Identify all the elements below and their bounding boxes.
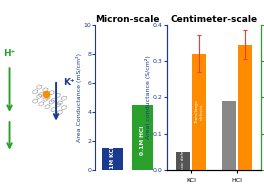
Text: Intrinsic defects: Intrinsic defects [181, 143, 185, 179]
Text: Tears/large
defects: Tears/large defects [195, 100, 203, 124]
Title: Centimeter-scale: Centimeter-scale [170, 15, 257, 24]
Bar [238, 45, 252, 170]
Bar [132, 105, 153, 170]
Text: H⁺: H⁺ [3, 49, 16, 58]
Bar [176, 152, 190, 170]
Bar [222, 101, 235, 170]
Y-axis label: Areal conductance (S/cm²): Areal conductance (S/cm²) [145, 55, 151, 139]
Text: 0.1M HCl: 0.1M HCl [140, 126, 145, 155]
Bar [102, 148, 123, 170]
Bar [192, 54, 206, 170]
Title: Micron-scale: Micron-scale [96, 15, 160, 24]
Text: K⁺: K⁺ [63, 78, 75, 87]
Y-axis label: Area Conductance (mS/cm²): Area Conductance (mS/cm²) [76, 53, 82, 142]
Text: 0.1M KCl: 0.1M KCl [110, 146, 115, 175]
